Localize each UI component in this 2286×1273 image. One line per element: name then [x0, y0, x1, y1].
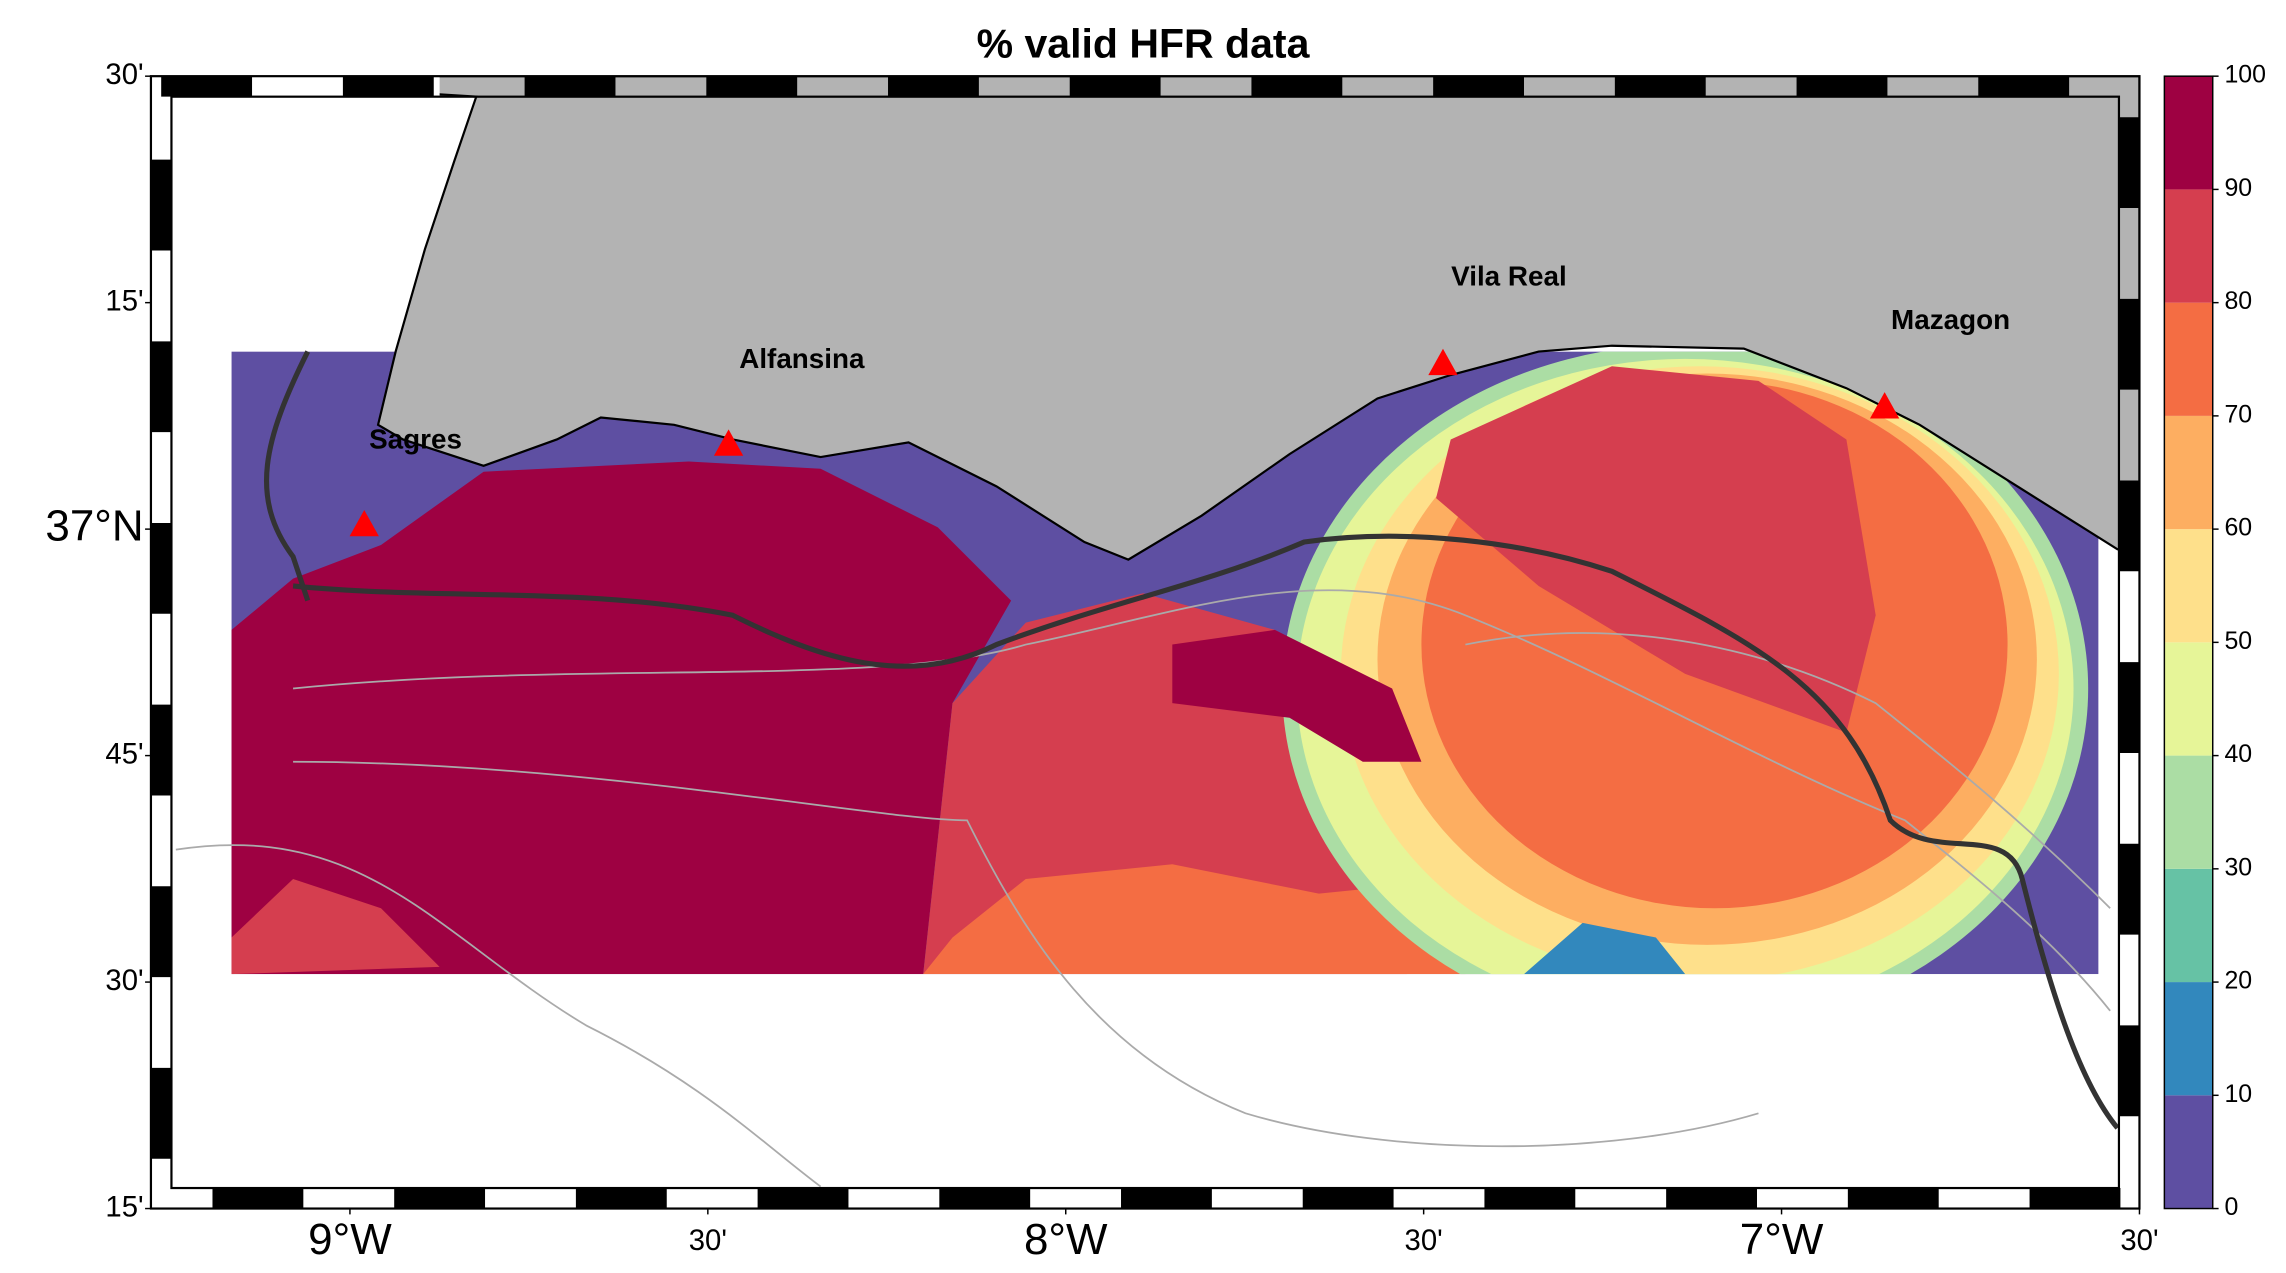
y-tick-label: 15': [105, 1190, 143, 1223]
colorbar-segment: [2164, 415, 2213, 530]
station-label: Sagres: [369, 423, 462, 454]
colorbar-tick-label: 20: [2224, 967, 2252, 995]
colorbar-segment: [2164, 189, 2213, 303]
map-area: [150, 76, 2140, 1188]
title: % valid HFR data: [977, 21, 1311, 67]
colorbar-tick-label: 70: [2224, 400, 2252, 428]
y-tick-label: 45': [105, 737, 143, 770]
colorbar-tick-label: 0: [2224, 1193, 2238, 1221]
colorbar-segment: [2164, 982, 2213, 1096]
x-tick-label: 9°W: [308, 1215, 392, 1264]
station-label: Mazagon: [1891, 304, 2010, 335]
data-field: [231, 351, 2099, 975]
station-marker: [713, 429, 744, 456]
colorbar-segment: [2164, 76, 2213, 190]
colorbar-segment: [2164, 755, 2213, 869]
station-marker: [1869, 392, 1900, 419]
x-tick-label: 30': [2120, 1224, 2158, 1257]
x-tick-label: 8°W: [1024, 1215, 1108, 1264]
colorbar-tick-label: 50: [2224, 627, 2252, 655]
x-tick-label: 30': [689, 1224, 727, 1257]
colorbar-segment: [2164, 642, 2213, 756]
station-label: Alfansina: [739, 343, 865, 374]
x-tick-label: 30': [1405, 1224, 1443, 1257]
y-tick-label: 30': [105, 964, 143, 997]
colorbar-tick-label: 80: [2224, 287, 2252, 315]
colorbar-tick-label: 60: [2224, 514, 2252, 542]
y-tick-label: 37°N: [45, 502, 143, 551]
colorbar-tick-label: 90: [2224, 174, 2252, 202]
station-marker: [349, 509, 379, 537]
frame: [150, 76, 2140, 1209]
colorbar-segment: [2164, 1095, 2213, 1209]
colorbar-tick-label: 100: [2224, 61, 2266, 89]
colorbar-tick-label: 40: [2224, 740, 2252, 768]
station-label: Vila Real: [1451, 261, 1567, 292]
colorbar-segment: [2164, 529, 2213, 643]
y-tick-label: 15': [105, 284, 143, 317]
colorbar-tick-label: 30: [2224, 853, 2252, 881]
colorbar-segment: [2164, 868, 2213, 983]
y-tick-label: 30': [105, 58, 143, 91]
x-tick-label: 7°W: [1740, 1215, 1824, 1264]
shelf-contour: [292, 533, 2120, 1130]
colorbar-segment: [2164, 302, 2213, 416]
station-marker: [1428, 348, 1458, 376]
land: [150, 76, 2140, 561]
colorbar-tick-label: 10: [2224, 1080, 2252, 1108]
